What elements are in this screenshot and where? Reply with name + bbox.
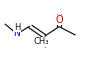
Text: H: H xyxy=(15,23,21,32)
Text: N: N xyxy=(14,30,20,39)
Text: CH₃: CH₃ xyxy=(33,37,49,46)
Text: O: O xyxy=(55,15,63,25)
